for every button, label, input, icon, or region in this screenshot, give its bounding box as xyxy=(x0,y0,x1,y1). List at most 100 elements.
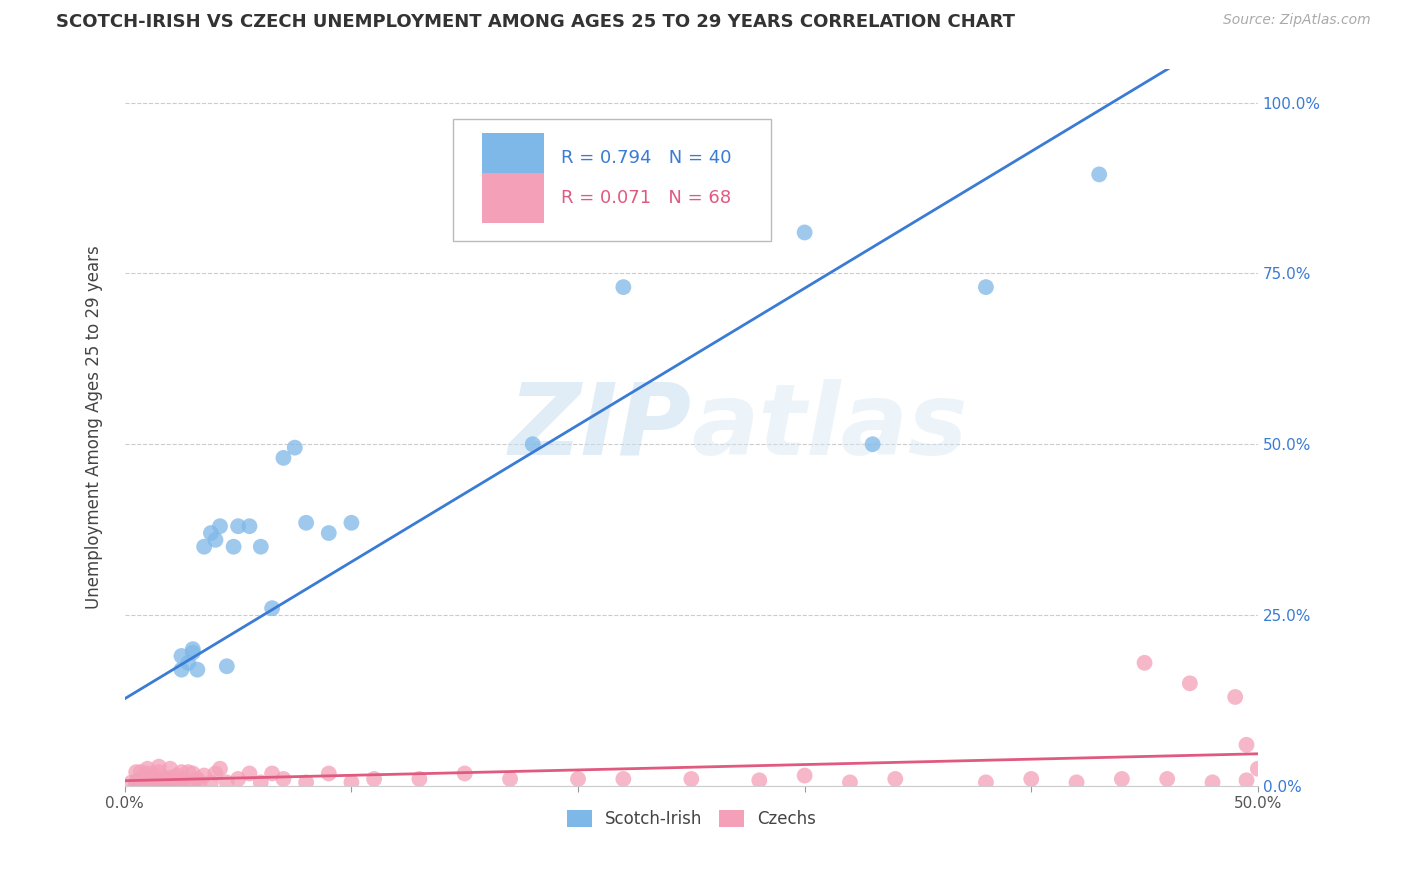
Text: ZIP: ZIP xyxy=(509,378,692,475)
Point xyxy=(200,526,222,541)
Point xyxy=(862,437,884,451)
Text: SCOTCH-IRISH VS CZECH UNEMPLOYMENT AMONG AGES 25 TO 29 YEARS CORRELATION CHART: SCOTCH-IRISH VS CZECH UNEMPLOYMENT AMONG… xyxy=(56,13,1015,31)
Point xyxy=(148,759,170,773)
Point xyxy=(567,226,589,240)
Point xyxy=(890,181,912,195)
Point xyxy=(136,775,159,789)
Point xyxy=(1088,168,1111,182)
Point xyxy=(148,765,170,780)
Point xyxy=(125,777,148,791)
Point xyxy=(170,777,193,791)
Point xyxy=(166,768,188,782)
Point xyxy=(170,772,193,786)
Point xyxy=(125,765,148,780)
Point xyxy=(155,772,177,786)
FancyBboxPatch shape xyxy=(453,119,770,241)
Legend: Scotch-Irish, Czechs: Scotch-Irish, Czechs xyxy=(560,804,823,835)
Point xyxy=(215,659,238,673)
Point xyxy=(681,772,703,786)
Point xyxy=(454,766,477,780)
Point xyxy=(793,226,815,240)
Point xyxy=(1019,772,1042,786)
Text: R = 0.071   N = 68: R = 0.071 N = 68 xyxy=(561,188,731,207)
Point xyxy=(177,765,200,780)
Point xyxy=(522,437,544,451)
Point xyxy=(238,766,260,780)
Point xyxy=(1133,656,1156,670)
Point xyxy=(340,775,363,789)
Point xyxy=(1156,772,1178,786)
Point xyxy=(143,768,166,782)
Point xyxy=(1247,762,1270,776)
Point xyxy=(262,601,284,615)
Point xyxy=(204,533,226,547)
Point xyxy=(181,646,204,660)
Point xyxy=(262,766,284,780)
Point xyxy=(181,766,204,780)
Point xyxy=(974,775,997,789)
Point xyxy=(249,775,271,789)
Point xyxy=(163,775,186,789)
Point xyxy=(143,777,166,791)
Point xyxy=(132,775,155,789)
Point xyxy=(839,775,862,789)
Point xyxy=(170,648,193,663)
Point xyxy=(1201,775,1223,789)
Point xyxy=(363,772,385,786)
Point xyxy=(204,766,226,780)
Point xyxy=(174,775,197,789)
Point xyxy=(141,775,163,789)
Point xyxy=(186,663,208,677)
Point xyxy=(188,775,211,789)
Point xyxy=(1111,772,1133,786)
Point xyxy=(148,775,170,789)
Point xyxy=(1178,676,1201,690)
Point xyxy=(238,519,260,533)
Point xyxy=(340,516,363,530)
Point xyxy=(1236,773,1258,788)
Point xyxy=(295,775,318,789)
Point xyxy=(408,772,430,786)
Point xyxy=(136,766,159,780)
Point xyxy=(186,772,208,786)
Point xyxy=(193,540,215,554)
Point xyxy=(215,775,238,789)
Point xyxy=(163,775,186,789)
Point xyxy=(318,766,340,780)
Point xyxy=(748,773,770,788)
Point xyxy=(208,762,231,776)
Point xyxy=(159,762,181,776)
Point xyxy=(129,772,152,786)
Point xyxy=(177,656,200,670)
Point xyxy=(208,519,231,533)
Point xyxy=(129,775,152,789)
FancyBboxPatch shape xyxy=(482,172,544,223)
Point xyxy=(136,777,159,791)
Point xyxy=(143,775,166,789)
Point xyxy=(249,540,271,554)
Point xyxy=(170,765,193,780)
Point xyxy=(136,772,159,786)
Point xyxy=(295,516,318,530)
Point xyxy=(884,772,907,786)
Point xyxy=(159,775,181,789)
Point xyxy=(129,765,152,780)
Point xyxy=(1236,738,1258,752)
Point xyxy=(499,772,522,786)
FancyBboxPatch shape xyxy=(482,133,544,183)
Point xyxy=(170,663,193,677)
Point xyxy=(136,773,159,788)
Point xyxy=(136,762,159,776)
Point xyxy=(612,280,634,294)
Point xyxy=(226,519,249,533)
Text: Source: ZipAtlas.com: Source: ZipAtlas.com xyxy=(1223,13,1371,28)
Point xyxy=(200,775,222,789)
Point xyxy=(152,775,174,789)
Point xyxy=(567,772,589,786)
Point xyxy=(159,771,181,785)
Y-axis label: Unemployment Among Ages 25 to 29 years: Unemployment Among Ages 25 to 29 years xyxy=(86,245,103,609)
Point xyxy=(226,772,249,786)
Point xyxy=(125,775,148,789)
Point xyxy=(141,773,163,788)
Point xyxy=(148,772,170,786)
